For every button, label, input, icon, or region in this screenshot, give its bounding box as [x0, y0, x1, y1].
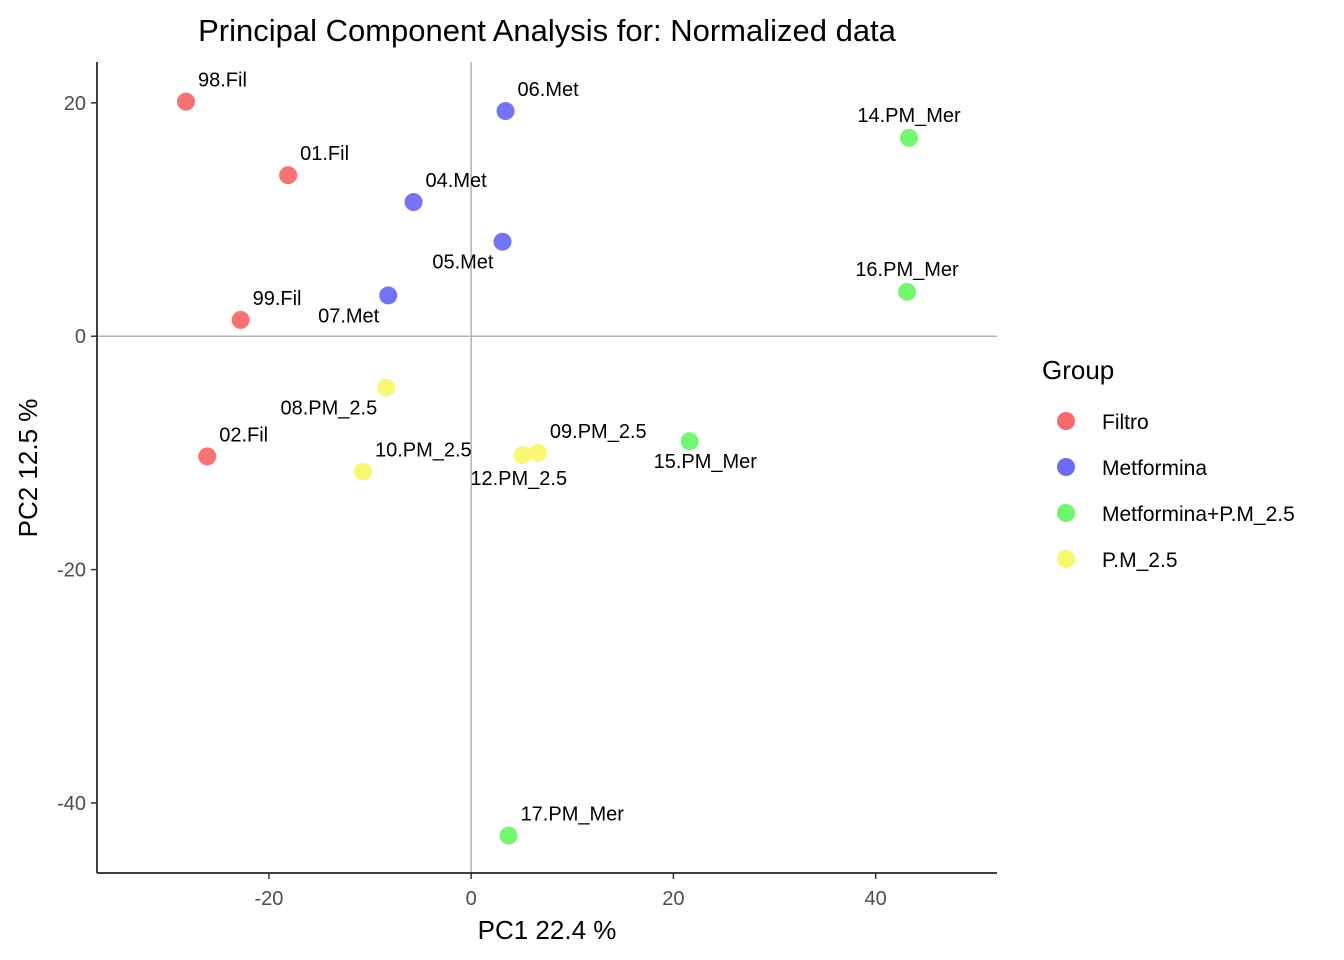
legend-items: Filtro Metformina Metformina+P.M_2.5 P.M_2.…: [1057, 411, 1295, 572]
data-point-label: 10.PM_2.5: [375, 440, 472, 462]
x-tick-label: 0: [466, 888, 477, 910]
data-point-label: 17.PM_Mer: [521, 804, 625, 826]
data-point-label: 06.Met: [518, 79, 580, 101]
legend-label: Metformina+P.M_2.5: [1102, 503, 1295, 526]
data-point-label: 05.Met: [432, 252, 494, 274]
data-point: [528, 443, 547, 462]
data-point: [279, 166, 298, 185]
data-point-label: 09.PM_2.5: [550, 421, 647, 443]
legend-title: Group: [1042, 355, 1114, 385]
y-axis-title: PC2 12.5 %: [13, 399, 43, 538]
plot-panel: -20 0 20 40 20 0 -20 -40 98.Fil 01.Fil 99.Fil 02.…: [57, 62, 997, 910]
data-points: [176, 92, 919, 845]
data-point: [377, 378, 396, 397]
data-point-label: 15.PM_Mer: [654, 451, 758, 473]
data-point-label: 14.PM_Mer: [857, 105, 961, 127]
x-tick-label: 20: [662, 888, 684, 910]
data-point-label: 98.Fil: [198, 70, 247, 92]
legend-swatch: [1057, 550, 1075, 568]
x-tick-label: -20: [254, 888, 283, 910]
data-point-label: 07.Met: [318, 305, 380, 327]
data-point: [499, 826, 518, 845]
legend-label: P.M_2.5: [1102, 549, 1178, 572]
y-tick-label: 20: [64, 93, 86, 115]
data-point-label: 12.PM_2.5: [470, 468, 567, 490]
data-point-labels: 98.Fil 01.Fil 99.Fil 02.Fil 06.Met 04.Met 05.M…: [198, 70, 961, 826]
data-point: [198, 447, 217, 466]
data-point: [513, 446, 532, 465]
legend-label: Metformina: [1102, 457, 1207, 480]
x-axis-title: PC1 22.4 %: [478, 915, 617, 945]
data-point: [379, 286, 398, 305]
data-point: [493, 232, 512, 251]
legend-swatch: [1057, 458, 1075, 476]
data-point: [231, 310, 250, 329]
data-point: [680, 432, 699, 451]
data-point: [353, 462, 372, 481]
legend-swatch: [1057, 412, 1075, 430]
x-axis-ticks: -20 0 20 40: [254, 873, 887, 910]
data-point: [176, 92, 195, 111]
legend-swatch: [1057, 504, 1075, 522]
y-tick-label: -40: [57, 793, 86, 815]
data-point-label: 99.Fil: [253, 288, 302, 310]
y-tick-label: -20: [57, 560, 86, 582]
x-tick-label: 40: [865, 888, 887, 910]
chart-title: Principal Component Analysis for: Normal…: [198, 13, 897, 48]
data-point: [496, 102, 515, 121]
data-point: [404, 193, 423, 212]
data-point-label: 02.Fil: [219, 424, 268, 446]
data-point-label: 08.PM_2.5: [280, 398, 377, 420]
y-tick-label: 0: [75, 326, 86, 348]
legend-label: Filtro: [1102, 411, 1149, 434]
data-point: [898, 282, 916, 301]
data-point-label: 16.PM_Mer: [855, 259, 959, 281]
legend: Group Filtro Metformina Metformina+P.M_2.5…: [1042, 355, 1295, 572]
data-point-label: 01.Fil: [300, 143, 349, 165]
data-point-label: 04.Met: [426, 170, 488, 192]
y-axis-ticks: 20 0 -20 -40: [57, 93, 97, 815]
data-point: [900, 128, 919, 147]
